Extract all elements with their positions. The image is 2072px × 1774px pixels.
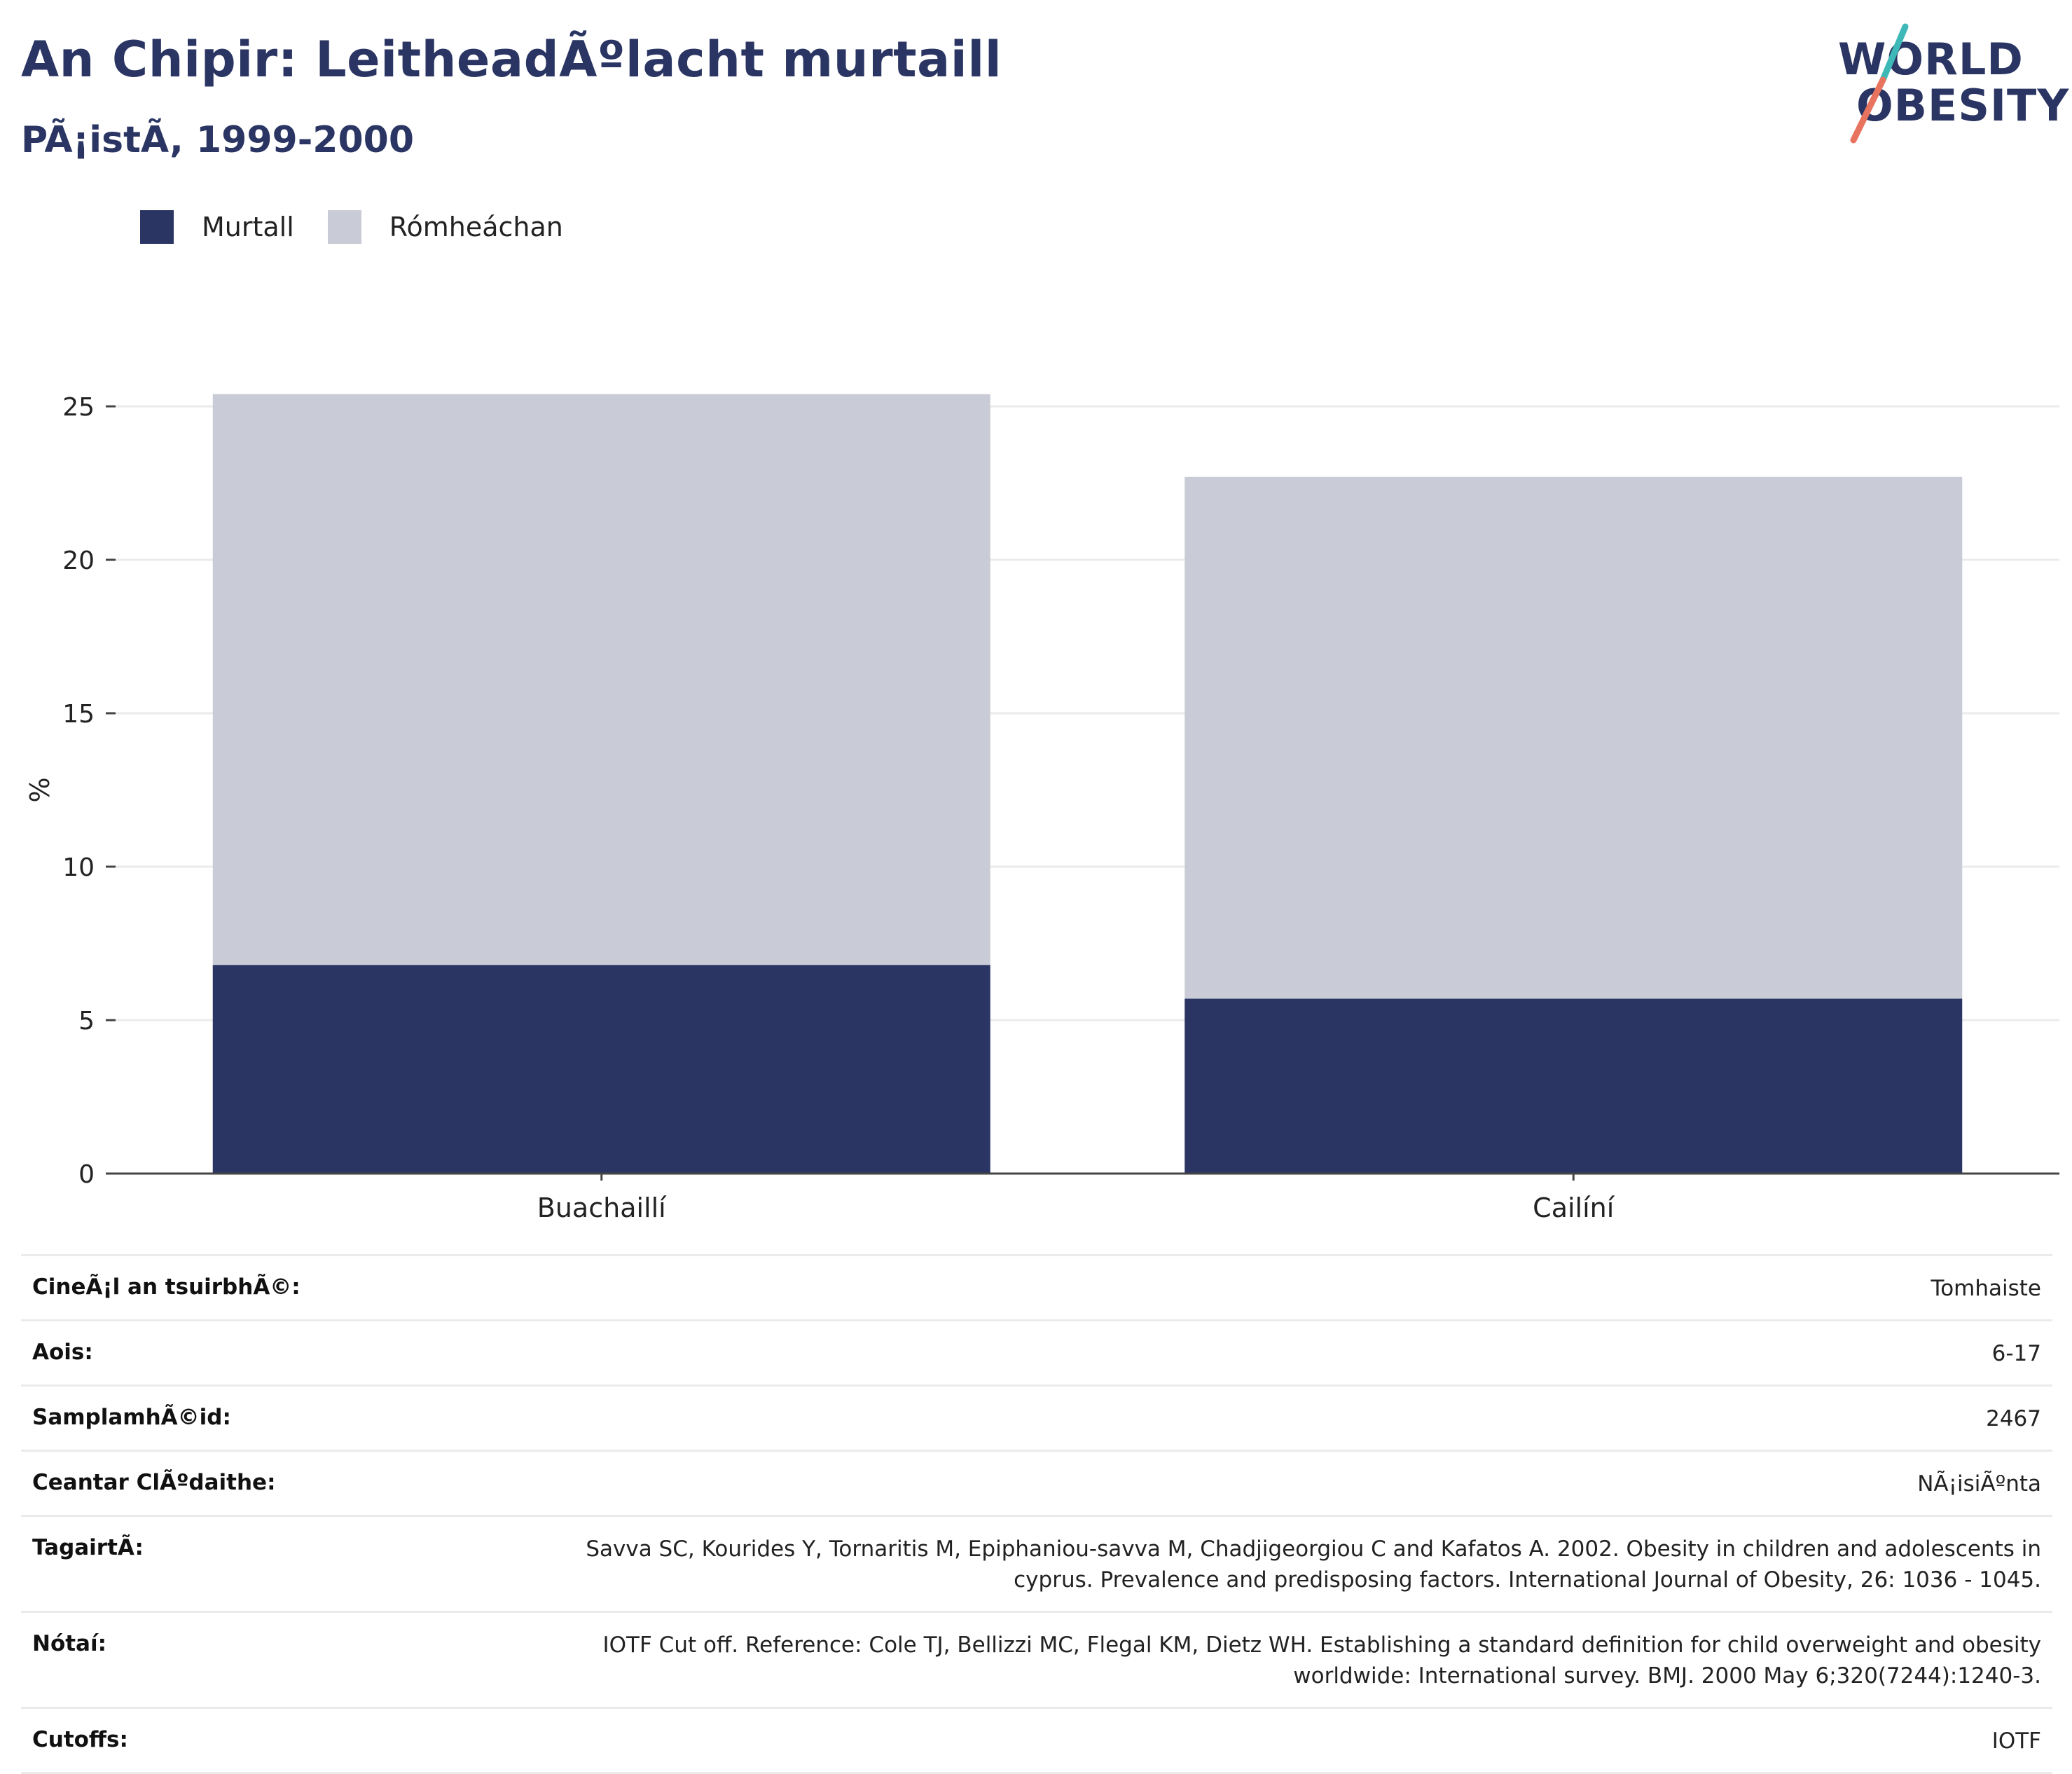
info-label: Ceantar ClÃºdaithe: [32, 1470, 276, 1495]
bar-romheachan-buachailli[interactable] [212, 394, 990, 965]
legend-label: Murtall [202, 212, 294, 242]
x-tick-label: Cailíní [1533, 1192, 1615, 1219]
legend-label: Rómheáchan [389, 212, 563, 242]
y-tick-label: 5 [78, 1007, 95, 1036]
info-label: CineÃ¡l an tsuirbhÃ©: [32, 1274, 301, 1300]
page-title: An Chipir: LeitheadÃºlacht murtaill [21, 31, 1002, 88]
info-row: TagairtÃ: Savva SC, Kourides Y, Tornariti… [21, 1517, 2052, 1613]
y-tick-label: 10 [62, 853, 95, 882]
info-row: CineÃ¡l an tsuirbhÃ©: Tomhaiste [21, 1256, 2052, 1321]
info-value: IOTF [1991, 1728, 2041, 1754]
y-tick-label: 15 [62, 700, 95, 729]
info-row: Nótaí: IOTF Cut off. Reference: Cole TJ, … [21, 1613, 2052, 1709]
info-label: TagairtÃ: [32, 1535, 144, 1560]
logo-word-world: WORLD [1838, 34, 2024, 85]
y-tick-label: 20 [62, 546, 95, 575]
legend-item-romheachan[interactable]: Rómheáchan [327, 210, 563, 244]
info-value: Tomhaiste [1931, 1276, 2041, 1301]
info-value: NÃ¡isiÃºnta [1917, 1471, 2041, 1497]
y-axis-label: % [25, 777, 55, 802]
info-row: Cutoffs: IOTF [21, 1709, 2052, 1774]
info-label: SamplamhÃ©id: [32, 1405, 231, 1430]
info-value: IOTF Cut off. Reference: Cole TJ, Belliz… [602, 1632, 2041, 1689]
bar-murtall-cailini[interactable] [1185, 998, 1963, 1174]
info-value: 6-17 [1991, 1341, 2041, 1366]
world-obesity-logo: WORLD OBESITY [1828, 20, 2068, 146]
chart-legend: Murtall Rómheáchan [140, 207, 597, 247]
legend-item-murtall[interactable]: Murtall [140, 210, 294, 244]
logo-word-obesity: OBESITY [1856, 80, 2070, 131]
legend-swatch-romheachan [327, 210, 361, 244]
info-label: Cutoffs: [32, 1727, 128, 1752]
x-tick-label: Buachaillí [537, 1192, 667, 1219]
stacked-bar-chart: 0 5 10 15 20 25% Buachaillí Cailíní [25, 393, 2059, 1219]
info-value: Savva SC, Kourides Y, Tornaritis M, Epip… [586, 1536, 2041, 1593]
y-tick-label: 25 [62, 393, 95, 422]
info-row: SamplamhÃ©id: 2467 [21, 1387, 2052, 1452]
bar-murtall-buachailli[interactable] [212, 965, 990, 1174]
info-row: Aois: 6-17 [21, 1321, 2052, 1387]
info-value: 2467 [1986, 1406, 2041, 1431]
info-label: Nótaí: [32, 1631, 107, 1656]
survey-info-table: CineÃ¡l an tsuirbhÃ©: Tomhaiste Aois: 6-17 S… [21, 1254, 2052, 1774]
info-row: Ceantar ClÃºdaithe: NÃ¡isiÃºnta [21, 1452, 2052, 1517]
page-subtitle: PÃ¡istÃ, 1999-2000 [21, 119, 415, 161]
logo-slash-icon [1850, 23, 1909, 144]
y-tick-label: 0 [78, 1160, 95, 1189]
legend-swatch-murtall [140, 210, 174, 244]
bar-romheachan-cailini[interactable] [1185, 476, 1963, 999]
info-label: Aois: [32, 1340, 93, 1365]
